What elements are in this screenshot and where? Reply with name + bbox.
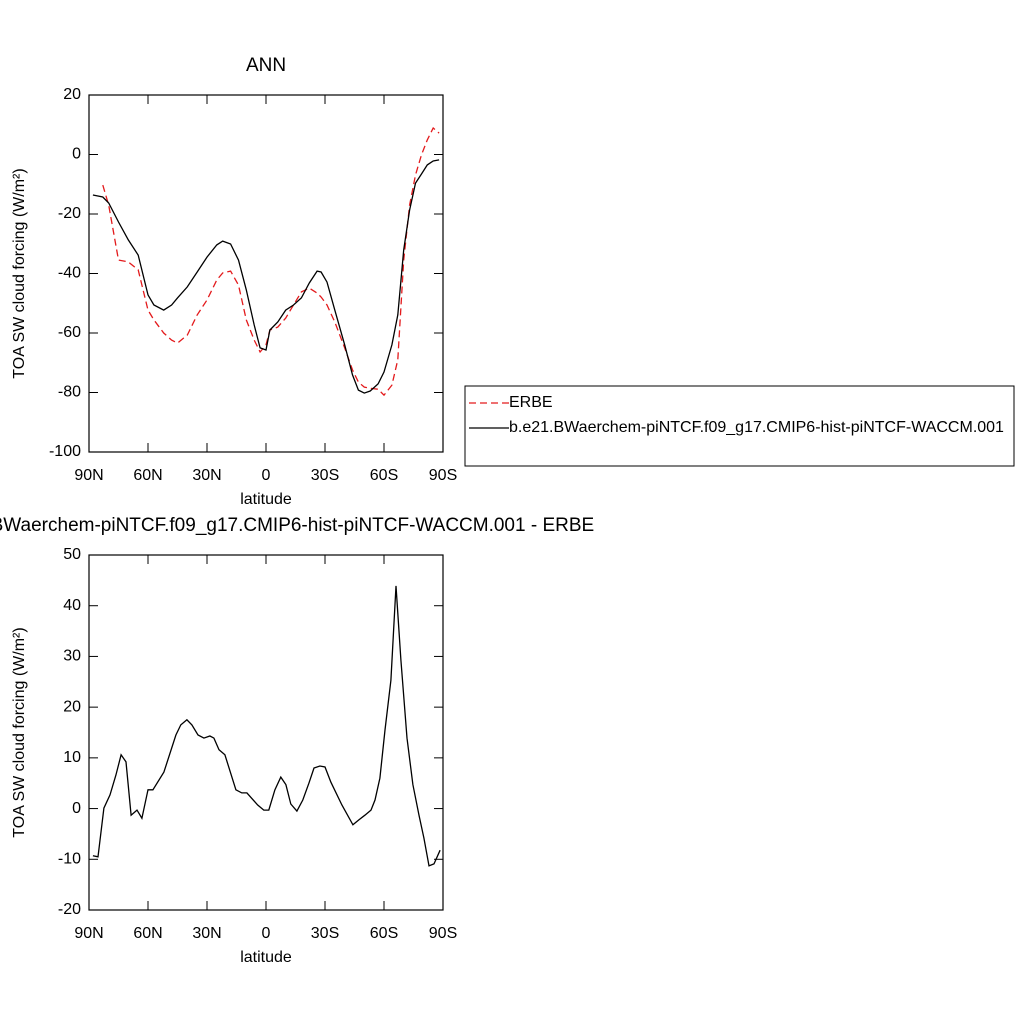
chart-title: b.e21.BWaerchem-piNTCF.f09_g17.CMIP6-his… [0, 515, 594, 536]
y-axis-label: TOA SW cloud forcing (W/m²) [11, 627, 28, 837]
legend-box [464, 385, 1015, 467]
series-line [102, 126, 440, 397]
x-tick-label: 0 [262, 925, 271, 942]
y-tick-label: -80 [58, 384, 81, 401]
plot-frame [88, 554, 444, 911]
y-tick-label: -10 [58, 851, 81, 868]
legend-label: ERBE [509, 394, 553, 411]
y-tick-label: 40 [63, 597, 81, 614]
x-tick-label: 60N [133, 925, 162, 942]
y-axis-label: TOA SW cloud forcing (W/m²) [11, 168, 28, 378]
y-tick-label: -20 [58, 205, 81, 222]
x-tick-label: 0 [262, 467, 271, 484]
y-tick-label: -20 [58, 901, 81, 918]
x-tick-label: 60S [370, 467, 398, 484]
y-tick-label: -40 [58, 265, 81, 282]
x-tick-label: 30S [311, 467, 339, 484]
y-tick-label: 20 [63, 698, 81, 715]
x-tick-label: 60S [370, 925, 398, 942]
y-tick-label: -100 [49, 443, 81, 460]
x-tick-label: 60N [133, 467, 162, 484]
y-tick-label: 20 [63, 86, 81, 103]
x-tick-label: 90S [429, 467, 457, 484]
x-tick-label: 30N [192, 925, 221, 942]
y-tick-label: 0 [72, 146, 81, 163]
y-tick-label: 50 [63, 546, 81, 563]
x-tick-label: 30S [311, 925, 339, 942]
chart-title: ANN [246, 55, 286, 76]
x-tick-label: 90N [74, 467, 103, 484]
x-tick-label: 30N [192, 467, 221, 484]
x-axis-label: latitude [240, 491, 292, 508]
y-tick-label: 10 [63, 749, 81, 766]
x-tick-label: 90N [74, 925, 103, 942]
x-axis-label: latitude [240, 949, 292, 966]
x-tick-label: 90S [429, 925, 457, 942]
series-line [92, 159, 440, 394]
y-tick-label: -60 [58, 324, 81, 341]
y-tick-label: 30 [63, 648, 81, 665]
series-line [92, 585, 441, 867]
legend-label: b.e21.BWaerchem-piNTCF.f09_g17.CMIP6-his… [509, 419, 1004, 436]
y-tick-label: 0 [72, 800, 81, 817]
